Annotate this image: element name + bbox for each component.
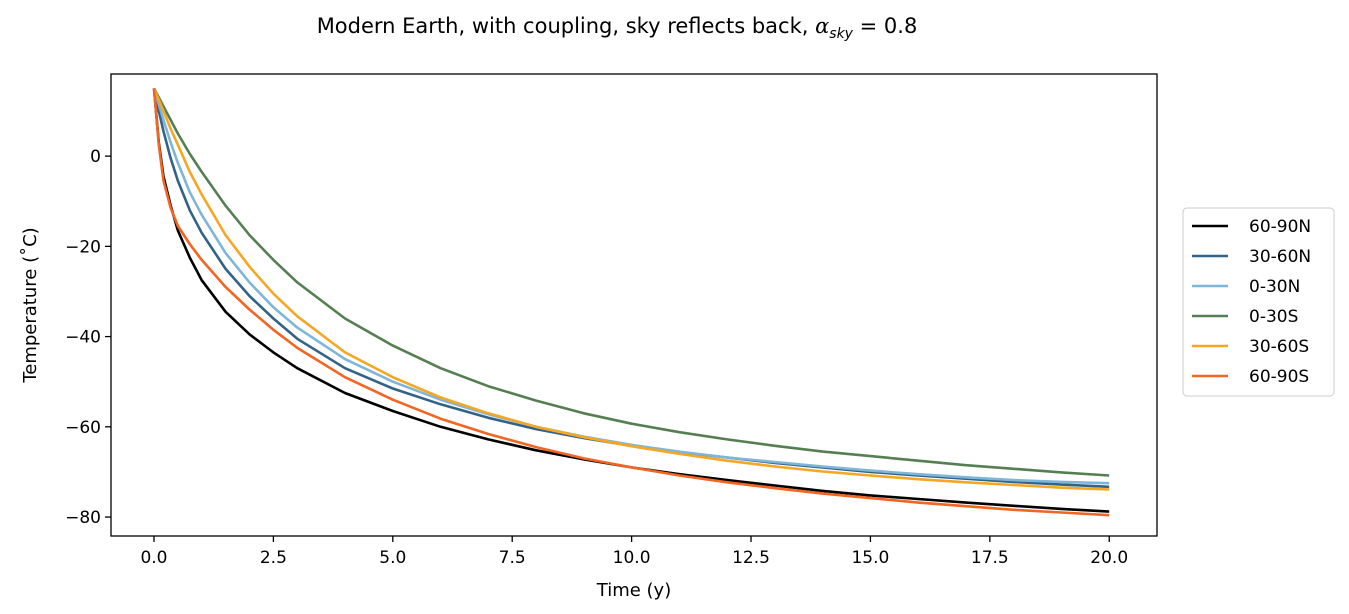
y-axis-label: Temperature (˚C) (20, 227, 41, 383)
series-line-30-60N (152, 88, 1110, 489)
series-layer (152, 87, 1110, 517)
legend-label-0-30S: 0-30S (1249, 307, 1298, 327)
x-tick-label: 17.5 (971, 548, 1009, 568)
y-tick-label: −60 (65, 418, 101, 438)
x-ticks: 0.0 2.5 5.0 7.5 10.0 12.5 15.0 17.5 20.0 (140, 536, 1128, 568)
legend-label-30-60S: 30-60S (1249, 337, 1309, 357)
legend: 60-90N 30-60N 0-30N 0-30S 30-60S 60-90S (1182, 207, 1335, 397)
x-tick-label: 10.0 (613, 548, 651, 568)
x-tick-label: 20.0 (1090, 548, 1128, 568)
y-ticks: 0 −20 −40 −60 −80 (65, 147, 111, 528)
y-tick-label: −20 (65, 237, 101, 257)
legend-label-30-60N: 30-60N (1249, 247, 1311, 267)
series-line-60-90N (152, 88, 1110, 513)
y-tick-label: −80 (65, 508, 101, 528)
x-tick-label: 15.0 (851, 548, 889, 568)
chart-title: Modern Earth, with coupling, sky reflect… (0, 14, 1234, 42)
y-tick-label: −40 (65, 328, 101, 348)
legend-label-0-30N: 0-30N (1249, 277, 1300, 297)
x-tick-label: 5.0 (379, 548, 406, 568)
legend-label-60-90S: 60-90S (1249, 367, 1309, 387)
chart-title-suffix: = 0.8 (852, 14, 918, 38)
series-line-0-30S (152, 87, 1110, 477)
chart-title-prefix: Modern Earth, with coupling, sky reflect… (316, 14, 816, 38)
chart-title-subscript: sky (829, 26, 853, 43)
legend-label-60-90N: 60-90N (1249, 217, 1311, 237)
chart-title-symbol: α (815, 14, 830, 38)
x-axis-label: Time (y) (596, 580, 671, 601)
y-tick-label: 0 (90, 147, 101, 167)
series-line-0-30N (152, 88, 1110, 485)
x-tick-label: 2.5 (260, 548, 287, 568)
plot-frame (110, 73, 1158, 537)
x-tick-label: 0.0 (140, 548, 167, 568)
x-tick-label: 7.5 (499, 548, 526, 568)
series-line-60-90S (152, 88, 1110, 517)
series-line-30-60S (152, 87, 1110, 491)
x-tick-label: 12.5 (732, 548, 770, 568)
